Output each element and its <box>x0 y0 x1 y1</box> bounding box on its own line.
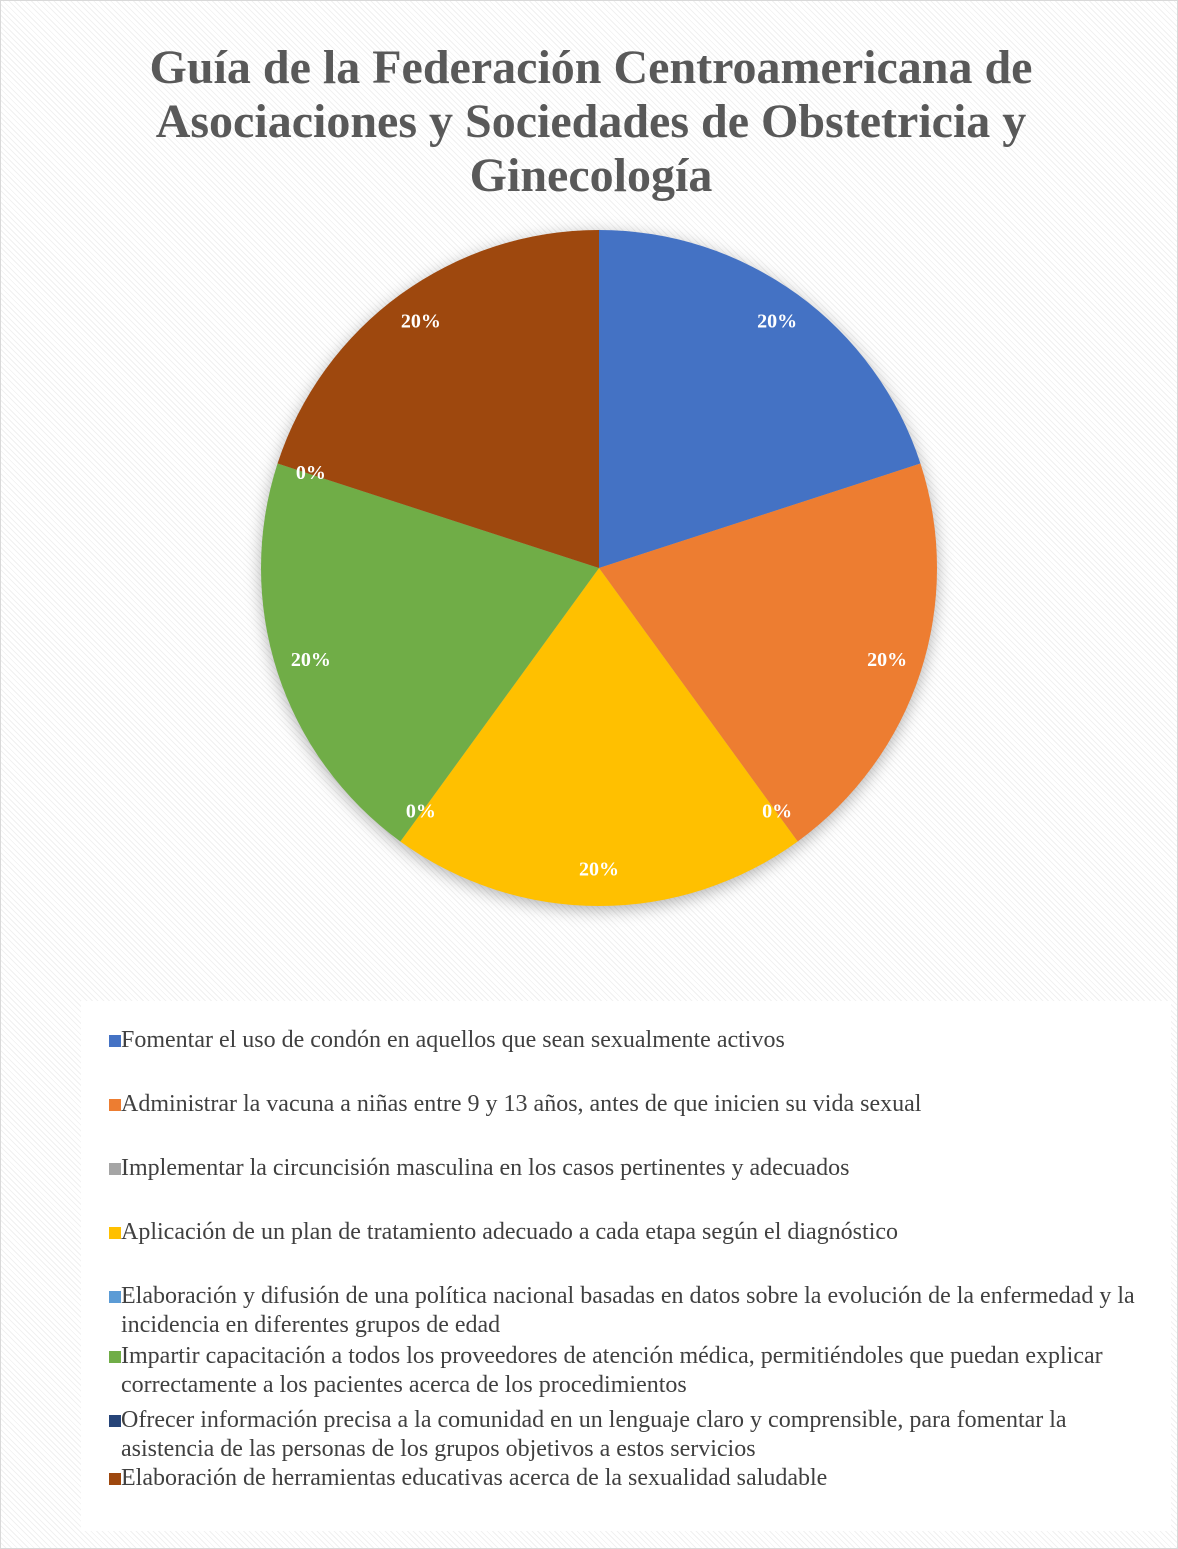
legend-swatch <box>109 1291 121 1303</box>
legend-item: Aplicación de un plan de tratamiento ade… <box>109 1218 1164 1247</box>
legend-swatch <box>109 1099 121 1111</box>
data-label: 0% <box>406 801 436 823</box>
legend-item: Elaboración de herramientas educativas a… <box>109 1464 1164 1493</box>
legend-swatch <box>109 1227 121 1239</box>
data-label: 0% <box>296 462 326 484</box>
pie-chart: 20% 20% 0% 20% 0% 20% 0% 20% <box>261 230 937 907</box>
legend-swatch <box>109 1415 121 1427</box>
data-label: 20% <box>401 310 441 332</box>
pie-slice <box>400 568 798 907</box>
data-label: 0% <box>762 801 792 823</box>
legend-item: Elaboración y difusión de una política n… <box>109 1282 1164 1340</box>
pie-slice <box>599 230 921 568</box>
legend-item: Impartir capacitación a todos los provee… <box>109 1342 1164 1400</box>
legend-label: Impartir capacitación a todos los provee… <box>121 1343 1103 1398</box>
data-label: 20% <box>579 859 619 881</box>
legend-label: Elaboración y difusión de una política n… <box>121 1283 1135 1338</box>
legend-label: Elaboración de herramientas educativas a… <box>121 1465 828 1491</box>
data-label: 20% <box>291 649 331 671</box>
pie-slice <box>261 463 599 842</box>
legend-swatch <box>109 1351 121 1363</box>
legend-item: Implementar la circuncisión masculina en… <box>109 1154 1164 1183</box>
legend-item: Administrar la vacuna a niñas entre 9 y … <box>109 1090 1164 1119</box>
legend-label: Administrar la vacuna a niñas entre 9 y … <box>121 1091 922 1117</box>
legend-swatch <box>109 1163 121 1175</box>
pie-slice <box>277 230 599 568</box>
legend: Fomentar el uso de condón en aquellos qu… <box>81 1001 1171 1531</box>
legend-swatch <box>109 1035 121 1047</box>
legend-label: Ofrecer información precisa a la comunid… <box>121 1407 1067 1462</box>
legend-item: Fomentar el uso de condón en aquellos qu… <box>109 1026 1164 1055</box>
legend-label: Aplicación de un plan de tratamiento ade… <box>121 1219 899 1245</box>
legend-item: Ofrecer información precisa a la comunid… <box>109 1406 1164 1464</box>
pie-slice <box>599 463 937 842</box>
legend-swatch <box>109 1473 121 1485</box>
pie-slices <box>261 230 937 907</box>
legend-label: Implementar la circuncisión masculina en… <box>121 1155 850 1181</box>
data-label: 20% <box>867 649 907 671</box>
chart-title: Guía de la Federación Centroamericana de… <box>149 41 1033 202</box>
legend-label: Fomentar el uso de condón en aquellos qu… <box>121 1027 785 1053</box>
data-label: 20% <box>757 310 797 332</box>
